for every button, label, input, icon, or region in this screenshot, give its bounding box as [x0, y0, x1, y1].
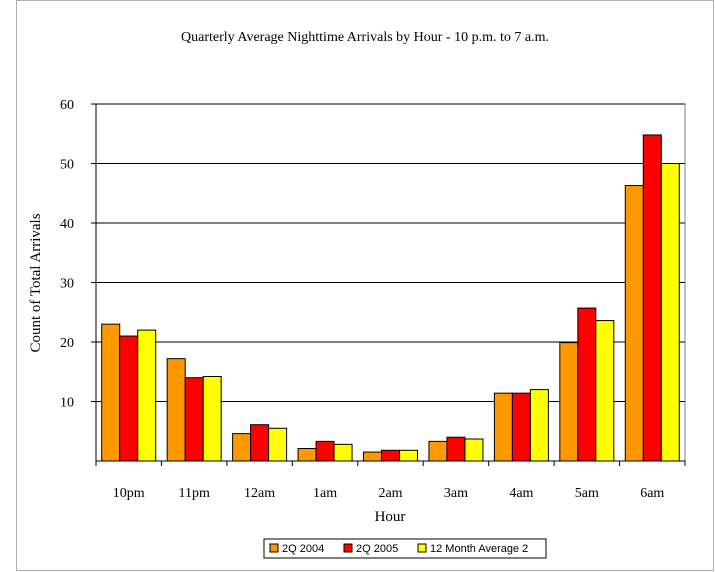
bar-4am-2 — [511, 392, 531, 462]
bar-10pm-2 — [119, 335, 139, 462]
bar-6am-3 — [660, 163, 680, 462]
bar-5am-3 — [595, 320, 615, 462]
legend-entry: 2Q 2004 — [282, 543, 324, 555]
bar-10pm-3 — [137, 329, 157, 462]
legend-swatch — [417, 543, 427, 553]
bar-3am-1 — [428, 440, 448, 462]
bar-5am-2 — [577, 307, 597, 462]
x-tick-label: 3am — [444, 486, 468, 501]
x-tick-label: 12am — [244, 486, 275, 501]
bar-3am-2 — [446, 436, 466, 462]
axes — [91, 103, 686, 466]
bar-12am-2 — [250, 424, 270, 462]
bar-12am-1 — [232, 433, 252, 462]
y-tick-label: 60 — [60, 98, 74, 113]
legend-box — [263, 538, 547, 559]
y-tick-labels: 10 20 30 40 50 60 — [60, 98, 74, 411]
x-tick-label: 1am — [313, 486, 337, 501]
chart-frame — [16, 0, 714, 571]
y-tick-label: 20 — [60, 336, 74, 351]
x-tick-label: 11pm — [178, 486, 209, 501]
y-tick-label: 40 — [60, 217, 74, 232]
bar-1am-3 — [333, 443, 353, 462]
x-tick-label: 4am — [509, 486, 533, 501]
bar-11pm-2 — [184, 377, 204, 462]
bar-3am-3 — [464, 438, 484, 462]
bar-12am-3 — [268, 427, 288, 462]
x-tick-labels: 10pm 11pm 12am 1am 2am 3am 4am 5am 6am — [113, 486, 665, 501]
bar-2am-3 — [399, 449, 418, 462]
x-axis-label: Hour — [375, 509, 406, 525]
x-tick-label: 6am — [640, 486, 664, 501]
bar-10pm-1 — [101, 323, 121, 462]
bar-5am-1 — [559, 342, 579, 462]
chart-title: Quarterly Average Nighttime Arrivals by … — [181, 30, 549, 45]
y-axis-label: Count of Total Arrivals — [28, 213, 44, 352]
bar-1am-2 — [315, 440, 335, 462]
bar-6am-1 — [624, 185, 644, 462]
legend-swatch — [269, 543, 279, 553]
bars — [101, 134, 680, 462]
bar-2am-1 — [363, 451, 382, 462]
y-tick-label: 50 — [60, 158, 74, 173]
x-tick-label: 2am — [378, 486, 402, 501]
bar-4am-3 — [529, 389, 549, 462]
legend-entry: 2Q 2005 — [356, 543, 398, 555]
bar-11pm-3 — [202, 376, 222, 462]
y-tick-label: 30 — [60, 277, 74, 292]
legend-swatch — [343, 543, 353, 553]
bar-6am-2 — [642, 134, 662, 462]
y-tick-label: 10 — [60, 396, 74, 411]
bar-11pm-1 — [166, 358, 186, 462]
bar-2am-2 — [381, 449, 400, 462]
bar-1am-1 — [297, 448, 317, 462]
x-tick-label: 10pm — [113, 486, 145, 501]
legend: 2Q 2004 2Q 2005 12 Month Average 2 — [263, 538, 547, 559]
x-tick-label: 5am — [575, 486, 599, 501]
legend-entry: 12 Month Average 2 — [430, 543, 528, 555]
bar-4am-1 — [493, 392, 513, 462]
